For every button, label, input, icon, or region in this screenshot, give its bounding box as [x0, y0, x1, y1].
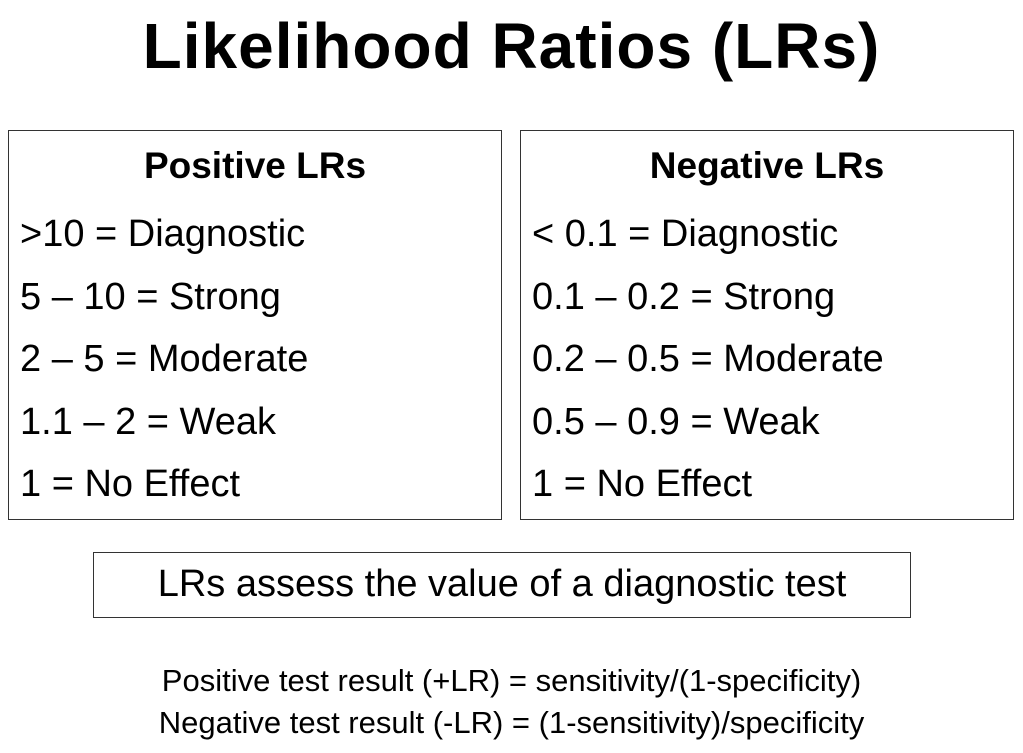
- positive-lr-item-moderate: 2 – 5 = Moderate: [20, 338, 309, 380]
- positive-lrs-panel: Positive LRs >10 = Diagnostic 5 – 10 = S…: [8, 130, 502, 520]
- positive-lr-item-no-effect: 1 = No Effect: [20, 463, 241, 505]
- page-title: Likelihood Ratios (LRs): [142, 10, 881, 82]
- negative-lr-item-diagnostic: < 0.1 = Diagnostic: [532, 213, 839, 255]
- positive-lr-formula: Positive test result (+LR) = sensitivity…: [161, 663, 862, 698]
- negative-lr-item-no-effect: 1 = No Effect: [532, 463, 753, 505]
- positive-lr-item-weak: 1.1 – 2 = Weak: [20, 400, 276, 443]
- negative-lr-item-weak: 0.5 – 0.9 = Weak: [532, 400, 820, 443]
- formulas-block: Positive test result (+LR) = sensitivity…: [0, 660, 1023, 744]
- negative-lrs-heading: Negative LRs: [649, 145, 885, 186]
- negative-lr-item-moderate: 0.2 – 0.5 = Moderate: [532, 338, 884, 380]
- positive-lrs-heading: Positive LRs: [143, 145, 367, 186]
- summary-note: LRs assess the value of a diagnostic tes…: [93, 552, 911, 618]
- positive-lr-item-diagnostic: >10 = Diagnostic: [20, 213, 306, 255]
- positive-lrs-list: >10 = Diagnostic 5 – 10 = Strong 2 – 5 =…: [20, 203, 308, 516]
- positive-lr-item-strong: 5 – 10 = Strong: [20, 275, 281, 318]
- negative-lrs-panel: Negative LRs < 0.1 = Diagnostic 0.1 – 0.…: [520, 130, 1014, 520]
- negative-lr-item-strong: 0.1 – 0.2 = Strong: [532, 275, 836, 318]
- negative-lr-formula: Negative test result (-LR) = (1-sensitiv…: [158, 705, 865, 740]
- negative-lrs-list: < 0.1 = Diagnostic 0.1 – 0.2 = Strong 0.…: [532, 203, 884, 516]
